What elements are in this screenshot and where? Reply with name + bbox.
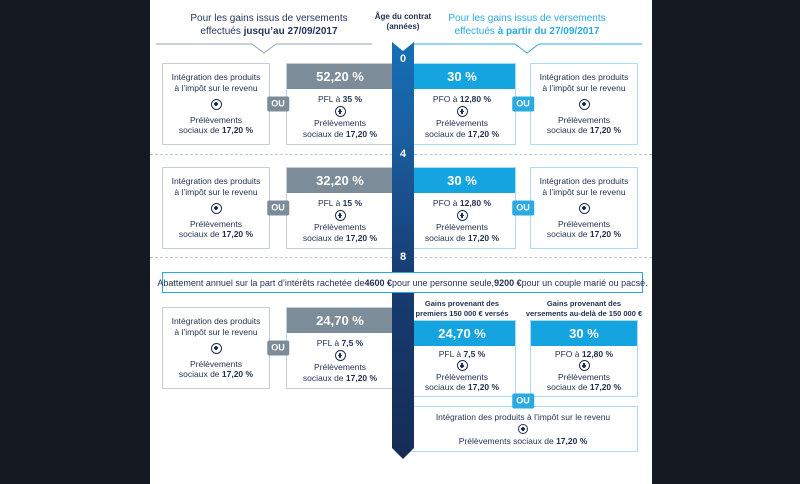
prelevements-text: Prélèvements sociaux de 17,20 % — [178, 218, 254, 240]
plus-icon — [334, 349, 346, 361]
right-brace — [412, 43, 642, 54]
axis-tick-0: 0 — [399, 53, 407, 65]
ou-badge: OU — [267, 200, 289, 216]
prelevements-text: Prélèvements sociaux de 17,20 % — [178, 358, 254, 380]
rate-value: 30 % — [409, 64, 515, 89]
integration-text: Intégration des produits à l’impôt sur le… — [539, 72, 629, 93]
plus-icon — [334, 209, 346, 221]
header-line1: Pour les gains issus de versements — [190, 13, 348, 24]
rate-box-pfl-7-5: 24,70 % PFL à 7,5 % Prélèvements sociaux … — [286, 307, 394, 389]
prelevements-text: Prélèvements sociaux de 17,20 % — [302, 362, 378, 383]
rate-value: 30 % — [409, 168, 515, 193]
header-line1: Pour les gains issus de versements — [448, 13, 606, 24]
integration-box: Intégration des produits à l’impôt sur le… — [162, 63, 270, 145]
prelevements-text: Prélèvements sociaux de 17,20 % — [458, 436, 588, 446]
prelevements-text: Prélèvements sociaux de 17,20 % — [546, 371, 622, 393]
rate-box-pfl-35: 52,20 % PFL à 35 % Prélèvements sociaux d… — [286, 63, 394, 145]
ou-badge: OU — [267, 340, 289, 356]
integration-box: Intégration des produits à l’impôt sur le… — [162, 307, 270, 389]
plus-icon — [456, 105, 468, 117]
rate-box-pfl-15: 32,20 % PFL à 15 % Prélèvements sociaux d… — [286, 167, 394, 249]
axis-title-line1: Âge du contrat — [374, 12, 432, 21]
integration-text: Intégration des produits à l’impôt sur le… — [539, 176, 629, 197]
prelevements-text: Prélèvements sociaux de 17,20 % — [546, 114, 622, 136]
rate-value: 24,70 % — [409, 321, 515, 346]
gains-col1-header: Gains provenant des premiers 150 000 € ve… — [415, 299, 509, 318]
prelevements-text: Prélèvements sociaux de 17,20 % — [302, 118, 378, 139]
rate-value: 24,70 % — [287, 308, 393, 333]
header-line2-bold: jusqu’au 27/09/2017 — [243, 26, 338, 37]
ou-badge: OU — [512, 200, 534, 216]
prelevements-text: Prélèvements sociaux de 17,20 % — [424, 118, 500, 139]
formula-text: PFO à 12,80 % — [554, 349, 614, 360]
integration-text: Intégration des produits à l’impôt sur le… — [171, 316, 261, 337]
gains-col2-header: Gains provenant des versements au-delà de… — [525, 299, 643, 318]
abattement-banner: Abattement annuel sur la part d’intérêts… — [157, 272, 648, 293]
axis-tick-4: 4 — [399, 148, 407, 160]
integration-text: Intégration des produits à l’impôt sur le… — [171, 72, 261, 93]
plus-icon — [578, 202, 590, 214]
prelevements-text: Prélèvements sociaux de 17,20 % — [424, 371, 500, 393]
prelevements-text: Prélèvements sociaux de 17,20 % — [302, 222, 378, 243]
integration-text: Intégration des produits à l’impôt sur l… — [435, 412, 611, 422]
header-before-2017: Pour les gains issus de versements effec… — [158, 12, 380, 38]
plus-icon — [456, 360, 468, 372]
prelevements-text: Prélèvements sociaux de 17,20 % — [178, 114, 254, 136]
plus-icon — [456, 209, 468, 221]
header-line2-bold: à partir du 27/09/2017 — [497, 26, 600, 37]
plus-icon — [578, 360, 590, 372]
rate-value: 30 % — [531, 321, 637, 346]
header-line2: effectués — [454, 26, 498, 37]
formula-text: PFL à 7,5 % — [438, 349, 486, 360]
integration-text: Intégration des produits à l’impôt sur le… — [171, 176, 261, 197]
formula-text: PFL à 7,5 % — [316, 337, 364, 348]
integration-box: Intégration des produits à l’impôt sur le… — [530, 167, 638, 249]
formula-text: PFO à 12,80 % — [432, 93, 492, 104]
plus-icon — [334, 105, 346, 117]
axis-title-line2: (années) — [386, 22, 420, 31]
axis-tick-8: 8 — [399, 251, 407, 263]
formula-text: PFO à 12,80 % — [432, 197, 492, 208]
prelevements-text: Prélèvements sociaux de 17,20 % — [424, 222, 500, 243]
rate-box-pfo-30: 30 % PFO à 12,80 % Prélèvements sociaux d… — [408, 63, 516, 145]
header-braces — [156, 43, 642, 54]
plus-icon — [210, 98, 222, 110]
ou-badge: OU — [267, 96, 289, 112]
integration-wide-box: Intégration des produits à l’impôt sur l… — [408, 406, 638, 452]
formula-text: PFL à 35 % — [317, 93, 363, 104]
integration-box: Intégration des produits à l’impôt sur le… — [162, 167, 270, 249]
axis-title: Âge du contrat (années) — [368, 12, 438, 32]
header-after-2017: Pour les gains issus de versements effec… — [410, 12, 644, 38]
timeline-bar — [392, 42, 414, 459]
rate-box-pfo-30-after: 30 % PFO à 12,80 % Prélèvements sociaux d… — [530, 320, 638, 397]
left-brace — [156, 43, 372, 54]
rate-value: 52,20 % — [287, 64, 393, 89]
rate-box-pfl-7-5-after: 24,70 % PFL à 7,5 % Prélèvements sociaux … — [408, 320, 516, 397]
formula-text: PFL à 15 % — [317, 197, 363, 208]
ou-badge: OU — [512, 393, 534, 409]
rate-value: 32,20 % — [287, 168, 393, 193]
ou-badge: OU — [512, 96, 534, 112]
header-line2: effectués — [200, 26, 244, 37]
plus-icon — [518, 424, 528, 434]
plus-icon — [578, 98, 590, 110]
plus-icon — [210, 342, 222, 354]
plus-icon — [210, 202, 222, 214]
rate-box-pfo-30: 30 % PFO à 12,80 % Prélèvements sociaux d… — [408, 167, 516, 249]
prelevements-text: Prélèvements sociaux de 17,20 % — [546, 218, 622, 240]
integration-box: Intégration des produits à l’impôt sur le… — [530, 63, 638, 145]
